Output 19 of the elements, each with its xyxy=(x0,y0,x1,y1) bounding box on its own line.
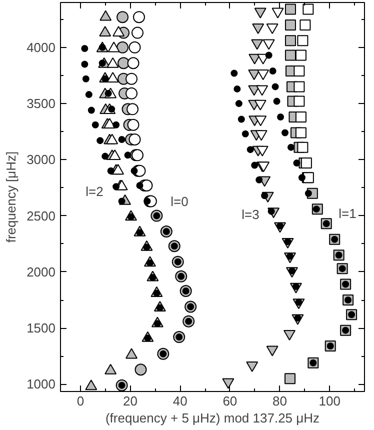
x-tick-label: 40 xyxy=(172,394,188,408)
x-axis-title: (frequency + 5 μHz) mod 137.25 μHz xyxy=(105,410,320,426)
y-tick-label: 3500 xyxy=(26,96,56,112)
y-tick-label: 2500 xyxy=(26,208,56,224)
y-tick-label: 3000 xyxy=(26,152,56,168)
annotation: l=2 xyxy=(86,184,104,199)
y-tick-label: 4000 xyxy=(26,40,56,55)
y-tick-label: 1000 xyxy=(26,376,56,392)
y-tick-label: 2000 xyxy=(26,264,56,280)
annotation: l=3 xyxy=(242,207,260,222)
x-tick-label: 20 xyxy=(123,394,138,408)
y-tick-label: 1500 xyxy=(26,320,56,336)
x-tick-label: 60 xyxy=(222,394,238,408)
y-axis-title: frequency [μHz] xyxy=(4,151,19,243)
x-tick-label: 100 xyxy=(318,394,340,408)
annotation: l=0 xyxy=(170,194,188,209)
annotation: l=1 xyxy=(338,206,356,221)
x-tick-label: 0 xyxy=(76,394,84,408)
x-tick-label: 80 xyxy=(272,394,288,408)
